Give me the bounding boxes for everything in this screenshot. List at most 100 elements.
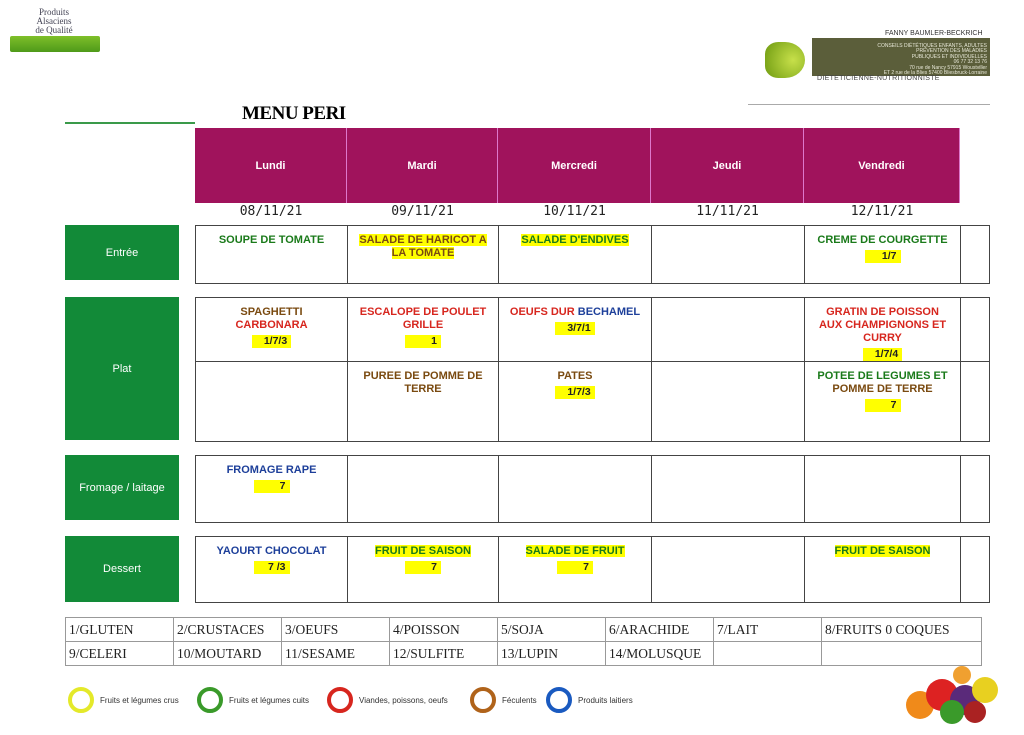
- dish-name: CREME DE COURGETTE: [817, 234, 947, 247]
- dish-text: FRUIT DE SAISON: [834, 545, 931, 557]
- dish-name: PUREE DE POMME DE TERRE: [356, 370, 491, 396]
- allergen-item: 14/MOLUSQUE: [605, 641, 714, 666]
- menu-cell: SPAGHETTI CARBONARA 1/7/3: [195, 297, 348, 362]
- dietitian-name: FANNY BAUMLER-BECKRICH: [885, 30, 983, 37]
- allergen-item: 10/MOUTARD: [173, 641, 282, 666]
- row-label-1: Plat: [65, 297, 179, 440]
- dish-text: ESCALOPE DE POULET GRILLE: [359, 306, 487, 331]
- allergen-table: 1/GLUTEN 2/CRUSTACES 3/OEUFS 4/POISSON 5/SOJ…: [65, 617, 982, 666]
- menu-cell: [347, 455, 499, 523]
- dish-text: PUREE DE POMME DE TERRE: [363, 370, 483, 395]
- extra-cell: [960, 361, 990, 442]
- food-group-icon: [68, 687, 94, 713]
- page-title: MENU PERI: [242, 103, 346, 124]
- menu-cell: SALADE DE HARICOT A LA TOMATE: [347, 225, 499, 284]
- produits-alsaciens-logo: Produits Alsaciens de Qualité: [8, 8, 100, 52]
- day-date: 12/11/21: [850, 204, 914, 219]
- menu-cell: GRATIN DE POISSON AUX CHAMPIGNONS ET CUR…: [804, 297, 961, 362]
- allergen-code: 7 /3: [253, 561, 290, 574]
- allergen-item: 9/CELERI: [65, 641, 174, 666]
- day-date: 11/11/21: [696, 204, 759, 219]
- row-label-0: Entrée: [65, 225, 179, 280]
- menu-cell: POTEE DE LEGUMES ET POMME DE TERRE 7: [804, 361, 961, 442]
- menu-cell: [498, 455, 652, 523]
- menu-cell: PATES 1/7/3: [498, 361, 652, 442]
- menu-cell: PUREE DE POMME DE TERRE: [347, 361, 499, 442]
- extra-cell: [960, 225, 990, 284]
- day-header-jeudi: Jeudi: [651, 128, 804, 203]
- dietitian-info-line: 06 77 32 13 76: [953, 59, 987, 66]
- row-label-2: Fromage / laitage: [65, 455, 179, 520]
- dish-text: SALADE DE HARICOT A LA TOMATE: [359, 234, 487, 259]
- legend-item: Fruits et légumes crus: [68, 687, 179, 713]
- allergen-item: 12/SULFITE: [389, 641, 498, 666]
- dish-name: PATES: [557, 370, 592, 383]
- allergen-item: 11/SESAME: [281, 641, 390, 666]
- allergen-item: 5/SOJA: [497, 617, 606, 642]
- extra-cell: [960, 536, 990, 603]
- dish-name: OEUFS DUR BECHAMEL: [510, 306, 640, 319]
- dish-name: YAOURT CHOCOLAT: [217, 545, 327, 558]
- dish-text: SALADE D'ENDIVES: [521, 234, 629, 246]
- day-date: 08/11/21: [239, 204, 303, 219]
- allergen-row: 1/GLUTEN 2/CRUSTACES 3/OEUFS 4/POISSON 5/SOJ…: [65, 617, 982, 642]
- dish-text: POMME DE TERRE: [832, 383, 933, 395]
- dietitian-info-line: CONSEILS DIÉTÉTIQUES ENFANTS, ADULTES: [877, 43, 987, 49]
- day-header-vendredi: Vendredi: [804, 128, 960, 203]
- dish-name: SALADE D'ENDIVES: [521, 234, 629, 247]
- menu-cell: [651, 536, 805, 603]
- allergen-code: 3/7/1: [555, 322, 595, 335]
- menu-cell: [195, 361, 348, 442]
- vegetables-image: [890, 660, 1010, 725]
- menu-cell: YAOURT CHOCOLAT 7 /3: [195, 536, 348, 603]
- dietitian-info-line: ET 2 rue de la Blies 57400 Bliesbruck-Lo…: [883, 70, 987, 77]
- legend-item: Fruits et légumes cuits: [197, 687, 309, 713]
- dish-text: BECHAMEL: [574, 306, 641, 318]
- allergen-code: 1: [405, 335, 441, 348]
- food-group-icon: [197, 687, 223, 713]
- day-date: 09/11/21: [391, 204, 454, 219]
- dish-name: POTEE DE LEGUMES ET POMME DE TERRE: [815, 370, 950, 396]
- dish-text: SALADE DE FRUIT: [525, 545, 625, 557]
- legend-item: Viandes, poissons, oeufs: [327, 687, 448, 713]
- dish-name: SPAGHETTI CARBONARA: [204, 306, 339, 332]
- menu-cell: SALADE DE FRUIT 7: [498, 536, 652, 603]
- legend-label: Féculents: [502, 695, 537, 705]
- allergen-item: 3/OEUFS: [281, 617, 390, 642]
- menu-cell: SOUPE DE TOMATE: [195, 225, 348, 284]
- allergen-code: 7: [864, 399, 901, 412]
- allergen-item: 1/GLUTEN: [65, 617, 174, 642]
- allergen-item: 13/LUPIN: [497, 641, 606, 666]
- dish-text: SPAGHETTI: [240, 306, 303, 318]
- legend-item: Produits laitiers: [546, 687, 633, 713]
- dish-text: YAOURT CHOCOLAT: [216, 545, 327, 557]
- food-group-icon: [546, 687, 572, 713]
- allergen-item: 7/LAIT: [713, 617, 822, 642]
- menu-cell: FRUIT DE SAISON 7: [347, 536, 499, 603]
- divider: [748, 104, 990, 105]
- dish-name: GRATIN DE POISSON AUX CHAMPIGNONS ET CUR…: [815, 306, 950, 345]
- allergen-code: 1/7/4: [862, 348, 903, 361]
- day-date: 10/11/21: [543, 204, 606, 219]
- allergen-item: [821, 641, 982, 666]
- allergen-code: 1/7/3: [251, 335, 292, 348]
- dish-name: SALADE DE FRUIT: [525, 545, 625, 558]
- menu-cell: [804, 455, 961, 523]
- dietitian-logo: CONSEILS DIÉTÉTIQUES ENFANTS, ADULTES PRÉ…: [765, 30, 990, 83]
- food-group-icon: [470, 687, 496, 713]
- day-header-lundi: Lundi: [195, 128, 347, 203]
- day-header-mardi: Mardi: [347, 128, 498, 203]
- allergen-code: 7: [405, 561, 441, 574]
- extra-cell: [960, 455, 990, 523]
- allergen-item: 4/POISSON: [389, 617, 498, 642]
- dietitian-info-line: PUBLIQUES ET INDIVIDUELLES: [911, 53, 987, 60]
- menu-cell: [651, 297, 805, 362]
- legend-label: Viandes, poissons, oeufs: [359, 695, 448, 705]
- dish-text: OEUFS DUR: [509, 306, 575, 318]
- menu-cell: SALADE D'ENDIVES: [498, 225, 652, 284]
- allergen-code: 1/7/3: [555, 386, 595, 399]
- legend-label: Produits laitiers: [578, 695, 633, 705]
- dish-name: FRUIT DE SAISON: [375, 545, 471, 558]
- allergen-item: 6/ARACHIDE: [605, 617, 714, 642]
